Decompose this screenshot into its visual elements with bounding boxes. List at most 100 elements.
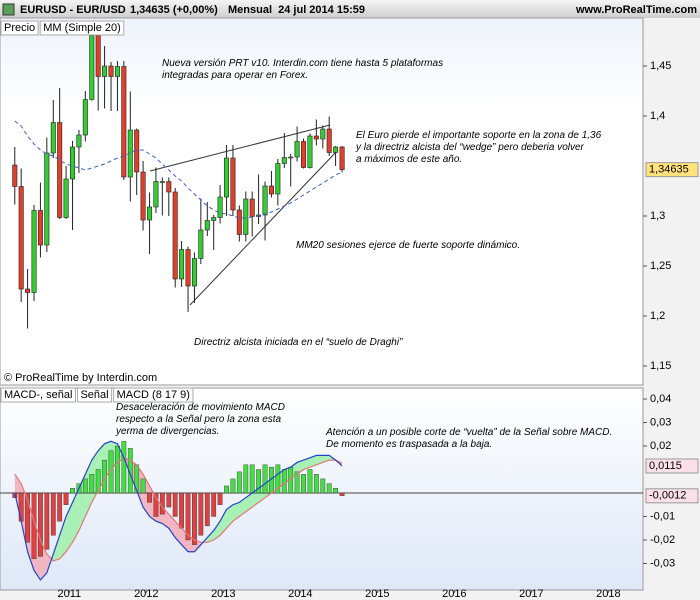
histogram-bar [25,492,30,543]
histogram-bar [236,471,242,494]
candle-body [89,35,95,100]
histogram-bar [134,464,140,494]
histogram-bar [301,474,306,494]
x-tick-label: 2018 [596,588,620,600]
legend-price: Precio [4,22,35,34]
macd-signal-fill [72,488,79,543]
candle-body [140,171,146,221]
histogram-bar [89,474,95,494]
candle-body [243,198,249,235]
x-tick-label: 2017 [519,588,543,600]
candle-body [37,210,43,246]
header-icon[interactable] [2,3,15,16]
candle-body [147,206,153,221]
macd-signal-fill [220,509,227,536]
histogram-bar [339,492,345,497]
copyright: © ProRealTime by Interdin.com [4,372,157,384]
candle-body [18,186,24,290]
candle-body [320,128,326,140]
candle-body [211,217,217,221]
candle-body [102,65,108,77]
macd-signal-fill [245,492,253,512]
annotation: MM20 sesiones ejerce de fuerte soporte d… [296,240,521,251]
price-panel [0,17,644,386]
plot-layer: 1,15 1,2 1,25 1,3 1,4 1,45 1,34635 Precio MM (Si… [0,20,699,600]
chart-title: EURUSD - EUR/USD [20,4,126,16]
candle-body [294,141,300,158]
candle-body [153,181,159,208]
annotation: Directriz alcista iniciada en el “suelo … [194,337,403,348]
histogram-bar [153,492,159,517]
histogram-bar [179,492,184,529]
candle-body [307,135,313,168]
macd-signal-fill [232,502,240,522]
candle-body [44,152,50,246]
candle-body [249,198,255,217]
histogram-bar [38,492,43,557]
candle-body [31,210,37,293]
candle-body [339,146,345,170]
x-tick-label: 2012 [134,588,158,600]
legend-entry-box [113,387,194,403]
histogram-bar [166,492,172,508]
candle-body [50,122,56,154]
candle-body [326,128,332,153]
histogram-bar [230,478,236,494]
y-tick-label: 1,15 [650,360,671,372]
histogram-bar [198,492,204,536]
histogram-bar [140,478,146,494]
candle-body [70,146,76,180]
candle-body [25,288,31,293]
candle-body [281,157,287,164]
x-tick-label: 2014 [288,588,312,600]
histogram-bar [217,492,223,505]
annotation: Nueva versión PRT v10. Interdin.com tien… [162,58,444,81]
histogram-bar [57,492,63,522]
histogram-bar [172,492,178,517]
histogram-bar [307,469,313,494]
candle-body [217,196,223,218]
histogram-bar [262,464,268,494]
trend-line [149,124,331,172]
y-tick-label: -0,01 [650,510,675,522]
macd-marker-box [645,458,699,474]
candle-body [12,164,18,187]
legend-entry: MACD (8 17 9) [117,389,190,401]
candle-body [82,99,88,136]
x-tick-label: 2013 [211,588,235,600]
x-tick-label: 2015 [365,588,389,600]
period: Mensual 24 jul 2014 15:59 [228,4,365,16]
candle-body [230,157,236,211]
candle-body [63,178,69,218]
candle-body [179,249,185,280]
histogram-bar [82,478,88,494]
histogram-bar [204,492,210,527]
macd-signal-fill [297,460,304,475]
macd-signal-fill [239,497,246,517]
legend-entry: MACD-, señal [4,389,72,401]
histogram-bar [249,464,255,494]
annotation: El Euro pierde el importante soporte en … [356,130,602,165]
histogram-bar [281,469,287,494]
annotation: Atención a un posible corte de “vuelta” … [326,427,613,450]
histogram-marker-box [645,488,699,504]
last-price: 1,34635 (+0,00%) [130,4,218,16]
candle-body [166,181,172,193]
histogram-bar [127,448,133,494]
candle-body [301,141,307,168]
candle-body [333,146,339,153]
candle-body [95,35,101,77]
candle-body [224,157,230,198]
legend-entry: MM (Simple 20) [43,22,121,34]
legend-entry-box [39,20,125,36]
candle-body [198,229,204,259]
candle-body [172,191,178,280]
candle-body [76,134,82,148]
histogram-bar [95,469,101,494]
macd-line [14,440,343,581]
y-tick-label: 1,2 [650,310,665,322]
macd-signal-fill [309,455,317,468]
signal-line [14,457,343,562]
histogram-bar [224,485,229,494]
